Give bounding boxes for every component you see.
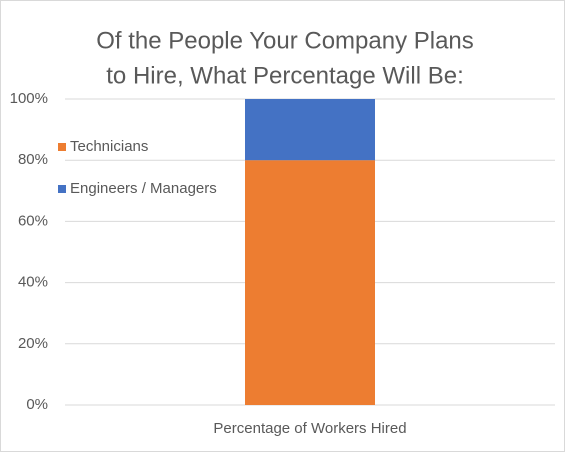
bar-segment bbox=[245, 160, 375, 405]
y-tick-label: 20% bbox=[18, 335, 48, 352]
y-tick-label: 60% bbox=[18, 212, 48, 229]
legend-label: Technicians bbox=[70, 138, 148, 155]
y-tick-label: 40% bbox=[18, 274, 48, 291]
chart-title: to Hire, What Percentage Will Be: bbox=[106, 62, 463, 89]
legend-label: Engineers / Managers bbox=[70, 180, 217, 197]
y-tick-label: 0% bbox=[26, 396, 48, 413]
y-tick-label: 80% bbox=[18, 151, 48, 168]
bar-segment bbox=[245, 99, 375, 161]
chart-title: Of the People Your Company Plans bbox=[96, 27, 474, 54]
legend-swatch bbox=[58, 143, 66, 151]
x-tick-label: Percentage of Workers Hired bbox=[213, 420, 406, 437]
y-tick-label: 100% bbox=[10, 90, 48, 107]
legend-swatch bbox=[58, 185, 66, 193]
